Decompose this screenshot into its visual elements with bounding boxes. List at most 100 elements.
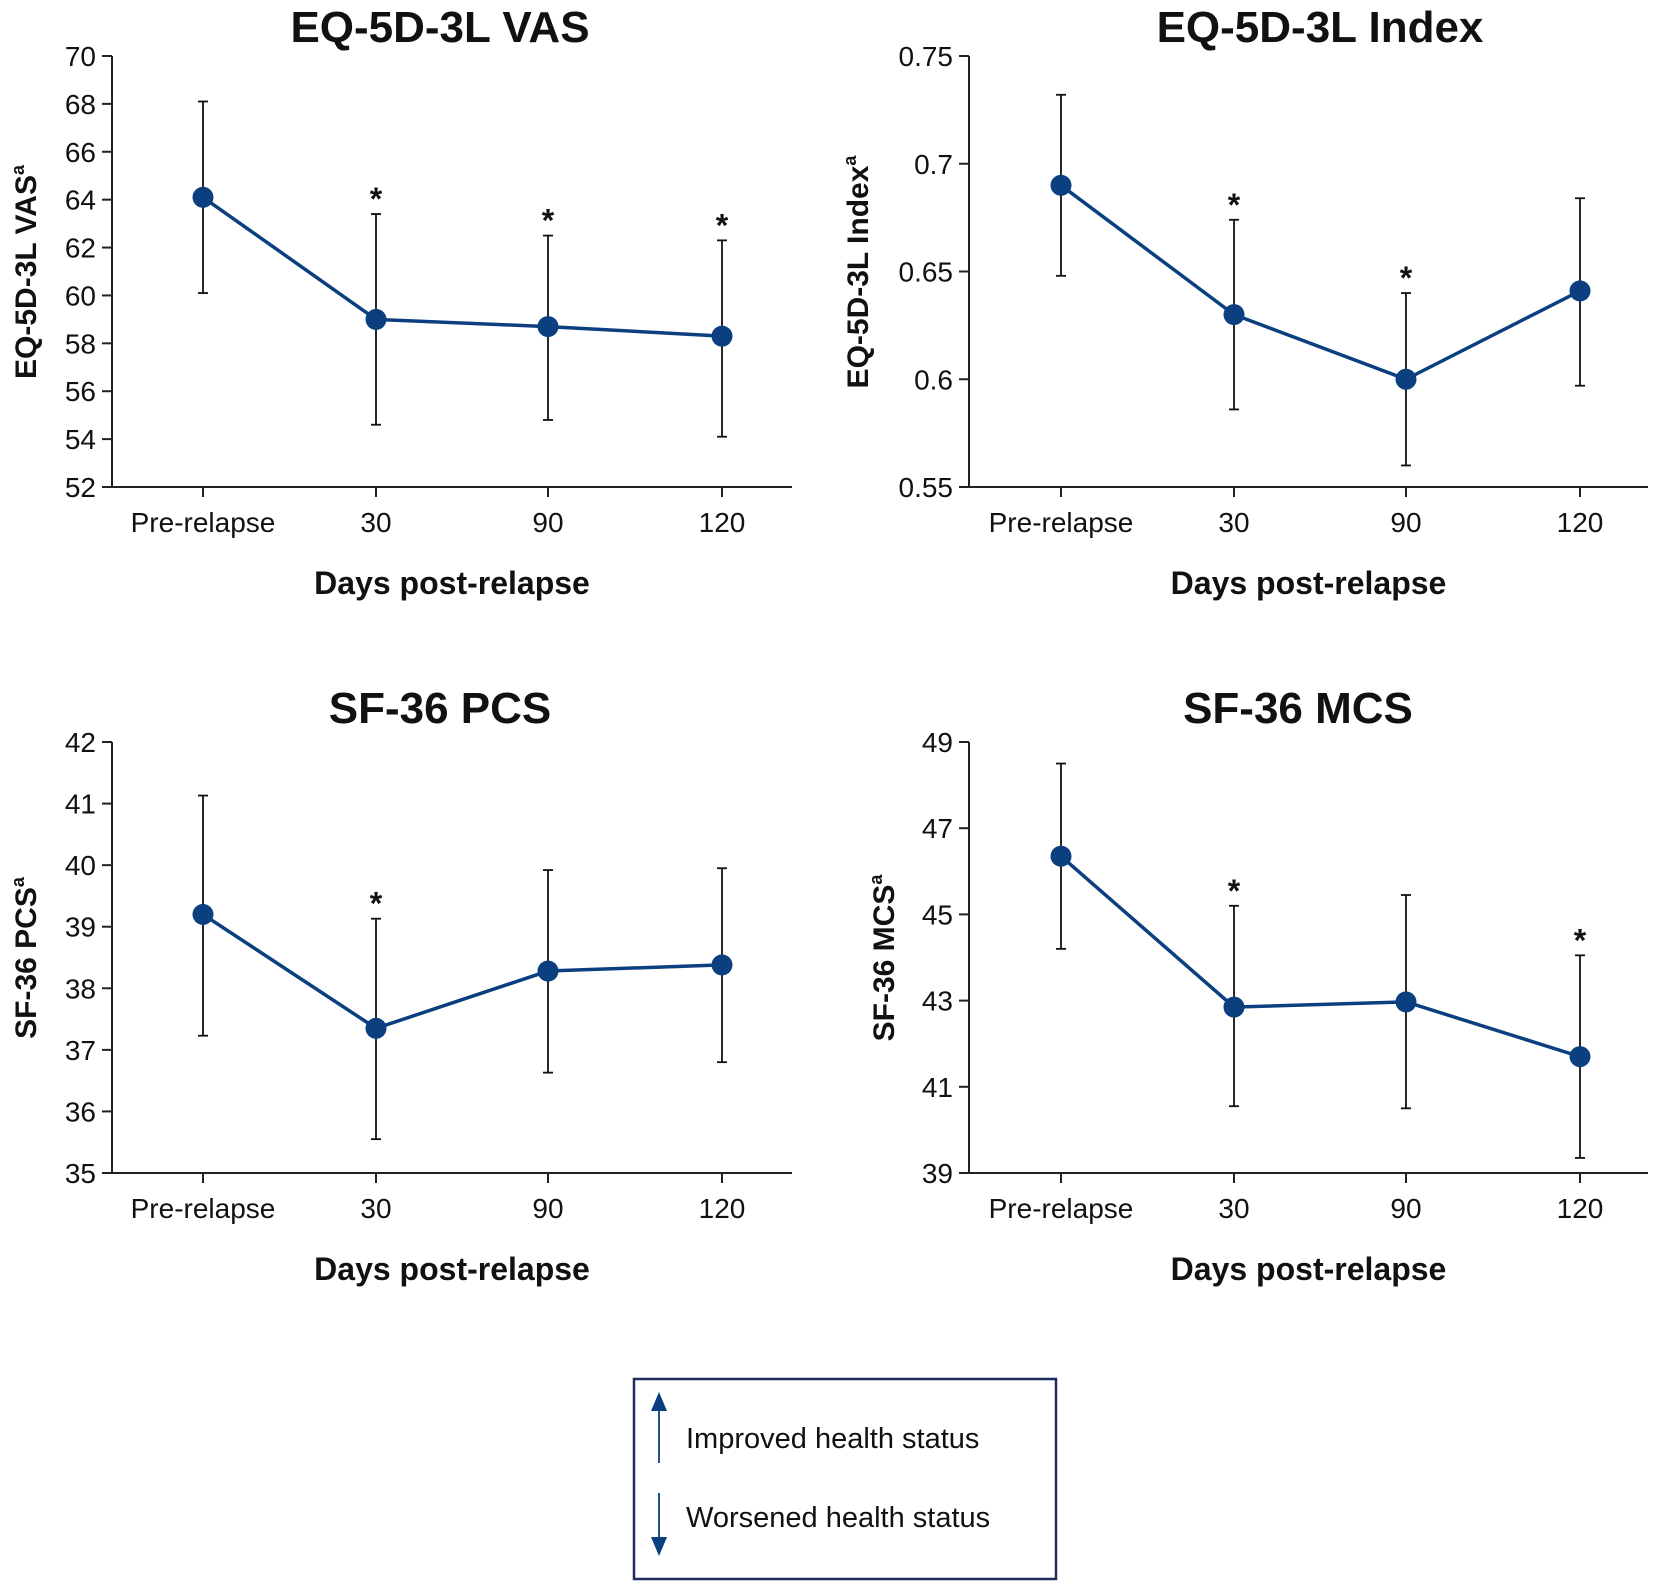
- chart-title: EQ-5D-3L Index: [1157, 3, 1484, 52]
- x-tick-label: Pre-relapse: [131, 507, 276, 538]
- data-point: [1050, 845, 1072, 867]
- y-axis-label-superscript: a: [840, 155, 860, 166]
- chart-panel-2: EQ-5D-3L Index 0.55 0.6 0.65 0.7 0.75 Pre-rela…: [840, 3, 1648, 601]
- y-tick-label: 47: [922, 813, 953, 844]
- y-tick-label: 66: [65, 137, 96, 168]
- y-tick-label: 49: [922, 727, 953, 758]
- x-tick-label: 120: [1557, 1193, 1604, 1224]
- chart-panel-4: SF-36 MCS 39 41 43 45 47 49 Pre-relapse 30 90 120 D…: [866, 684, 1648, 1287]
- y-tick-label: 35: [65, 1158, 96, 1189]
- y-tick-label: 41: [922, 1072, 953, 1103]
- y-tick-label: 0.7: [914, 149, 953, 180]
- legend: Improved health status Worsened health s…: [632, 1377, 1058, 1581]
- y-tick-label: 39: [65, 912, 96, 943]
- y-axis-label: SF-36 MCSa: [866, 874, 901, 1042]
- data-point: [711, 954, 733, 976]
- x-tick-label: 90: [1390, 507, 1421, 538]
- y-tick-label: 0.55: [899, 472, 954, 503]
- x-axis-label: Days post-relapse: [314, 565, 590, 601]
- x-tick-label: 120: [699, 507, 746, 538]
- data-point: [1569, 280, 1591, 302]
- y-axis-label: EQ-5D-3L Indexa: [840, 155, 875, 389]
- y-axis-label-superscript: a: [8, 164, 28, 175]
- chart-title: EQ-5D-3L VAS: [290, 3, 589, 52]
- x-axis-label: Days post-relapse: [314, 1251, 590, 1287]
- y-tick-label: 39: [922, 1158, 953, 1189]
- data-point: [1395, 368, 1417, 390]
- significance-star: *: [370, 181, 383, 217]
- legend-improved-label: Improved health status: [686, 1423, 979, 1455]
- series-line: [202, 912, 723, 1031]
- x-tick-label: 120: [699, 1193, 746, 1224]
- x-tick-label: 90: [1390, 1193, 1421, 1224]
- y-axis-label-superscript: a: [866, 874, 886, 885]
- significance-star: *: [1400, 260, 1413, 296]
- x-tick-label: Pre-relapse: [131, 1193, 276, 1224]
- series-line: [1059, 854, 1581, 1059]
- chart-panels: EQ-5D-3L VAS 52 54 56 58 60 62 64 66 68 70 Pre-rela…: [8, 3, 1648, 1287]
- down-arrow-icon: [651, 1493, 667, 1556]
- y-tick-label: 62: [65, 233, 96, 264]
- significance-star: *: [370, 886, 383, 922]
- legend-box: [632, 1377, 1058, 1581]
- y-tick-label: 37: [65, 1035, 96, 1066]
- y-tick-label: 56: [65, 376, 96, 407]
- y-tick-label: 64: [65, 185, 96, 216]
- data-point: [192, 903, 214, 925]
- x-axis-label: Days post-relapse: [1171, 1251, 1447, 1287]
- significance-star: *: [1574, 922, 1587, 958]
- x-tick-label: Pre-relapse: [989, 1193, 1134, 1224]
- y-tick-label: 70: [65, 41, 96, 72]
- chart-panel-3: SF-36 PCS 35 36 37 38 39 40 41 42 Pre-relapse 30 90…: [8, 684, 792, 1287]
- y-tick-label: 68: [65, 89, 96, 120]
- series-line: [1059, 183, 1581, 382]
- significance-star: *: [716, 207, 729, 243]
- x-tick-label: 30: [1218, 1193, 1249, 1224]
- data-point: [1223, 304, 1245, 326]
- y-tick-label: 52: [65, 472, 96, 503]
- chart-title: SF-36 PCS: [329, 684, 552, 733]
- data-point: [537, 960, 559, 982]
- significance-star: *: [1228, 187, 1241, 223]
- data-point: [192, 186, 214, 208]
- y-tick-label: 41: [65, 789, 96, 820]
- data-point: [1569, 1046, 1591, 1068]
- x-tick-label: 30: [360, 1193, 391, 1224]
- series-line: [201, 195, 723, 338]
- data-point: [1395, 991, 1417, 1013]
- y-axis-label-superscript: a: [8, 876, 28, 887]
- chart-panel-1: EQ-5D-3L VAS 52 54 56 58 60 62 64 66 68 70 Pre-rela…: [8, 3, 792, 601]
- y-tick-label: 0.65: [899, 257, 954, 288]
- x-tick-label: 30: [360, 507, 391, 538]
- y-tick-label: 60: [65, 280, 96, 311]
- x-tick-label: Pre-relapse: [989, 507, 1134, 538]
- data-point: [365, 1017, 387, 1039]
- y-tick-label: 0.6: [914, 364, 953, 395]
- y-axis-label: SF-36 PCSa: [8, 876, 43, 1039]
- x-tick-label: 120: [1557, 507, 1604, 538]
- y-tick-label: 40: [65, 850, 96, 881]
- y-tick-label: 54: [65, 424, 96, 455]
- y-tick-label: 36: [65, 1096, 96, 1127]
- y-tick-label: 58: [65, 328, 96, 359]
- data-point: [1223, 996, 1245, 1018]
- data-point: [537, 316, 559, 338]
- data-point: [711, 325, 733, 347]
- significance-star: *: [1228, 873, 1241, 909]
- y-tick-label: 43: [922, 986, 953, 1017]
- y-tick-label: 42: [65, 727, 96, 758]
- data-point: [365, 308, 387, 330]
- x-axis-label: Days post-relapse: [1171, 565, 1447, 601]
- significance-star: *: [542, 203, 555, 239]
- legend-worsened-label: Worsened health status: [686, 1502, 990, 1534]
- y-tick-label: 38: [65, 973, 96, 1004]
- x-tick-label: 90: [532, 507, 563, 538]
- y-tick-label: 0.75: [899, 41, 954, 72]
- chart-title: SF-36 MCS: [1183, 684, 1413, 733]
- y-axis-label: EQ-5D-3L VASa: [8, 164, 43, 379]
- up-arrow-icon: [651, 1392, 667, 1463]
- data-point: [1050, 174, 1072, 196]
- y-tick-label: 45: [922, 899, 953, 930]
- x-tick-label: 30: [1218, 507, 1249, 538]
